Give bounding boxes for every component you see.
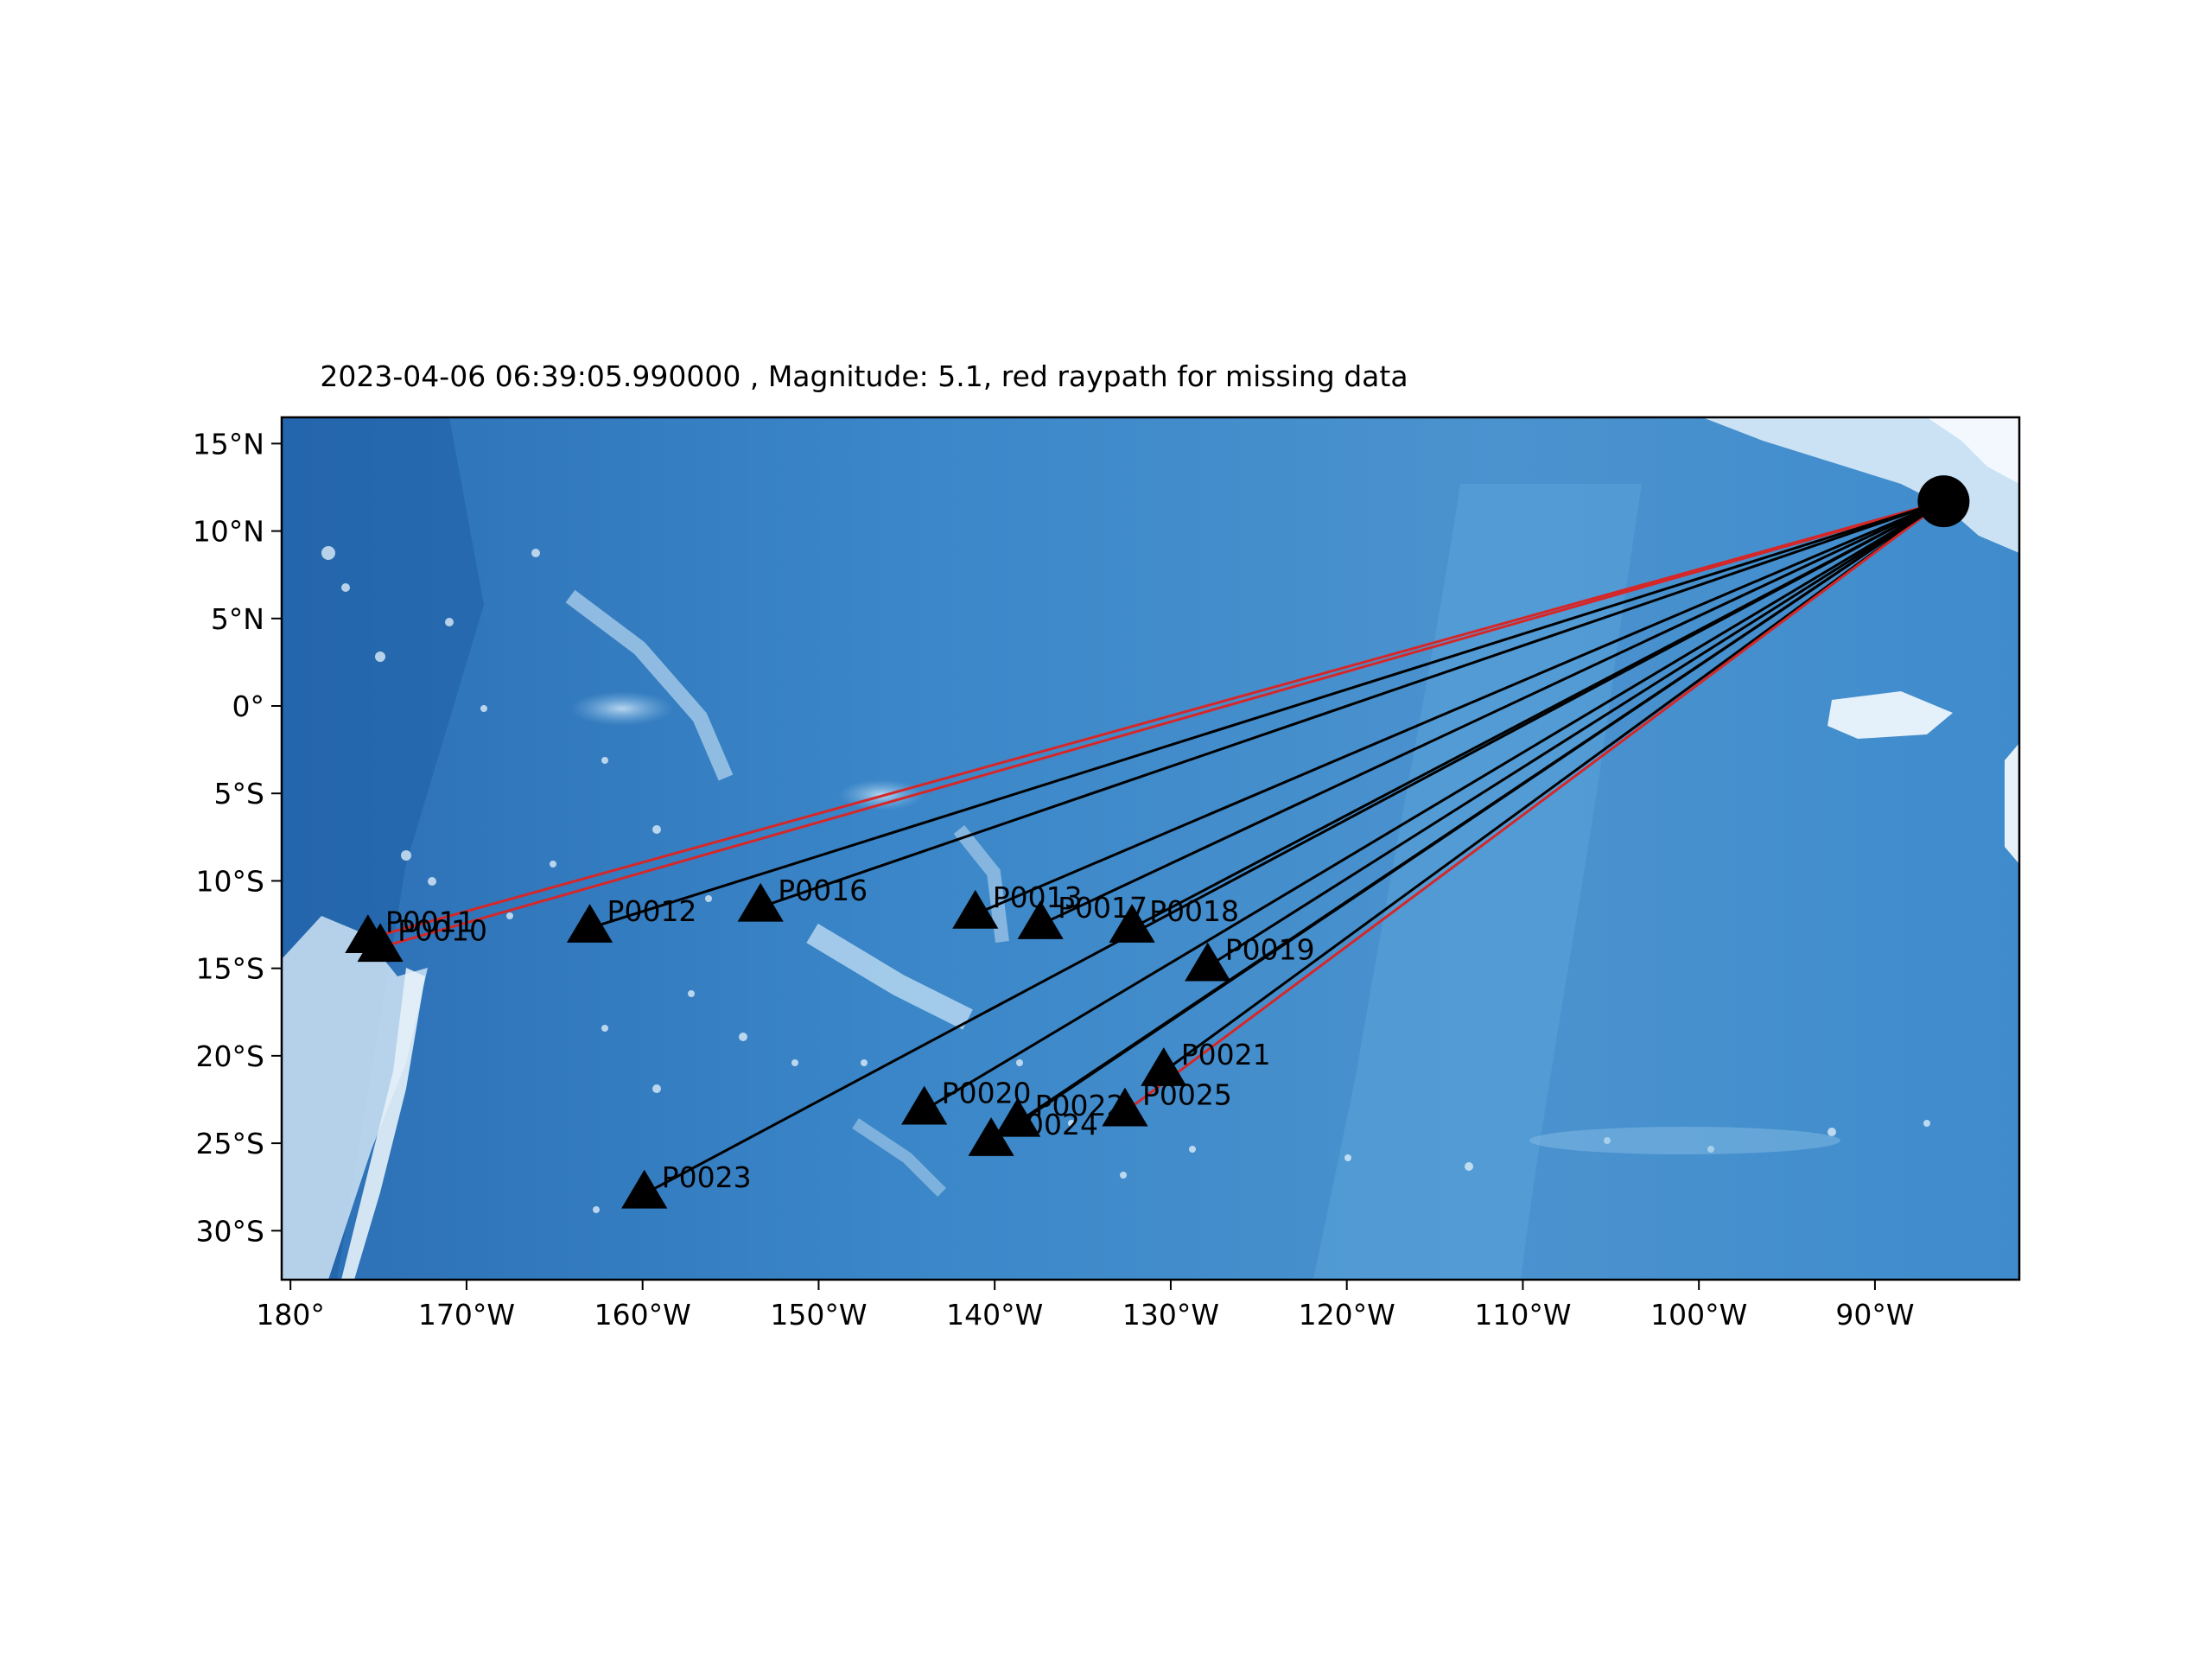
x-tick-label: 90°W: [1835, 1298, 1914, 1332]
x-tick-label: 180°: [256, 1298, 325, 1332]
y-axis: 15°N 10°N 5°N 0° 5°S 10°S 15°S 20°S 25°S 30°S: [193, 427, 282, 1248]
station-label-p0011: P0011: [385, 905, 475, 938]
station-marker-p0013: [952, 889, 999, 929]
raypath-p0021: [1162, 499, 1945, 1073]
station-label-p0023: P0023: [662, 1160, 752, 1194]
raypath-p0019: [1206, 499, 1945, 968]
raypath-p0025: [1124, 499, 1945, 1113]
station-label-p0025: P0025: [1142, 1078, 1232, 1112]
y-tick-label: 5°N: [211, 602, 264, 636]
x-tick-label: 150°W: [770, 1298, 867, 1332]
station-label-p0012: P0012: [607, 894, 697, 928]
station-label-p0022: P0022: [1035, 1089, 1125, 1122]
raypath-p0020: [923, 499, 1945, 1111]
x-tick-label: 120°W: [1299, 1298, 1395, 1332]
station-label-p0021: P0021: [1181, 1038, 1271, 1071]
raypath-p0016: [760, 499, 1944, 909]
bathymetry-basemap: [282, 417, 2019, 1280]
station-marker-p0019: [1185, 942, 1231, 982]
raypath-p0011: [367, 499, 1944, 940]
x-axis: 180° 170°W 160°W 150°W 140°W 130°W 120°W 110°W 1…: [256, 1280, 1914, 1332]
station-marker-p0021: [1141, 1047, 1187, 1086]
raypath-p0010: [379, 499, 1944, 949]
event-marker: [1917, 475, 1970, 528]
station-label-p0010: P0010: [397, 913, 487, 947]
x-tick-label: 160°W: [594, 1298, 691, 1332]
raypath-p0024: [990, 499, 1945, 1143]
x-tick-label: 110°W: [1474, 1298, 1571, 1332]
station-marker-p0024: [968, 1117, 1014, 1156]
y-tick-label: 0°: [232, 690, 265, 723]
x-tick-label: 170°W: [418, 1298, 515, 1332]
station-label-p0016: P0016: [778, 874, 868, 907]
x-tick-label: 130°W: [1122, 1298, 1219, 1332]
y-tick-label: 10°N: [193, 515, 264, 549]
axes-frame: [280, 416, 2021, 1281]
raypath-p0023: [644, 499, 1945, 1196]
station-label-p0018: P0018: [1149, 894, 1239, 928]
station-marker-p0017: [1017, 900, 1064, 939]
station-marker-p0016: [737, 882, 784, 922]
station-marker-p0022: [995, 1097, 1041, 1137]
station-label-p0019: P0019: [1225, 933, 1315, 967]
station-marker-p0012: [566, 904, 613, 943]
x-tick-label: 100°W: [1650, 1298, 1747, 1332]
station-label-p0024: P0024: [1008, 1108, 1098, 1141]
station-marker-p0010: [357, 923, 404, 963]
y-tick-label: 30°S: [196, 1214, 264, 1248]
raypath-p0012: [589, 499, 1944, 930]
raypaths: [367, 499, 1945, 1196]
y-tick-label: 20°S: [196, 1039, 264, 1073]
raypath-p0013: [975, 499, 1944, 916]
station-marker-p0020: [901, 1085, 948, 1125]
y-tick-label: 25°S: [196, 1127, 264, 1160]
station-marker-p0025: [1102, 1087, 1148, 1127]
y-tick-label: 10°S: [196, 864, 264, 898]
raypath-p0017: [1039, 499, 1945, 926]
station-marker-p0023: [621, 1169, 668, 1209]
x-tick-label: 140°W: [946, 1298, 1043, 1332]
y-tick-label: 5°S: [214, 777, 264, 810]
earthquake-event-marker: [1917, 475, 1970, 528]
station-marker-p0018: [1109, 904, 1155, 943]
y-tick-label: 15°N: [193, 427, 264, 461]
map-title: 2023-04-06 06:39:05.990000 , Magnitude: …: [320, 359, 1408, 393]
y-tick-label: 15°S: [196, 952, 264, 986]
